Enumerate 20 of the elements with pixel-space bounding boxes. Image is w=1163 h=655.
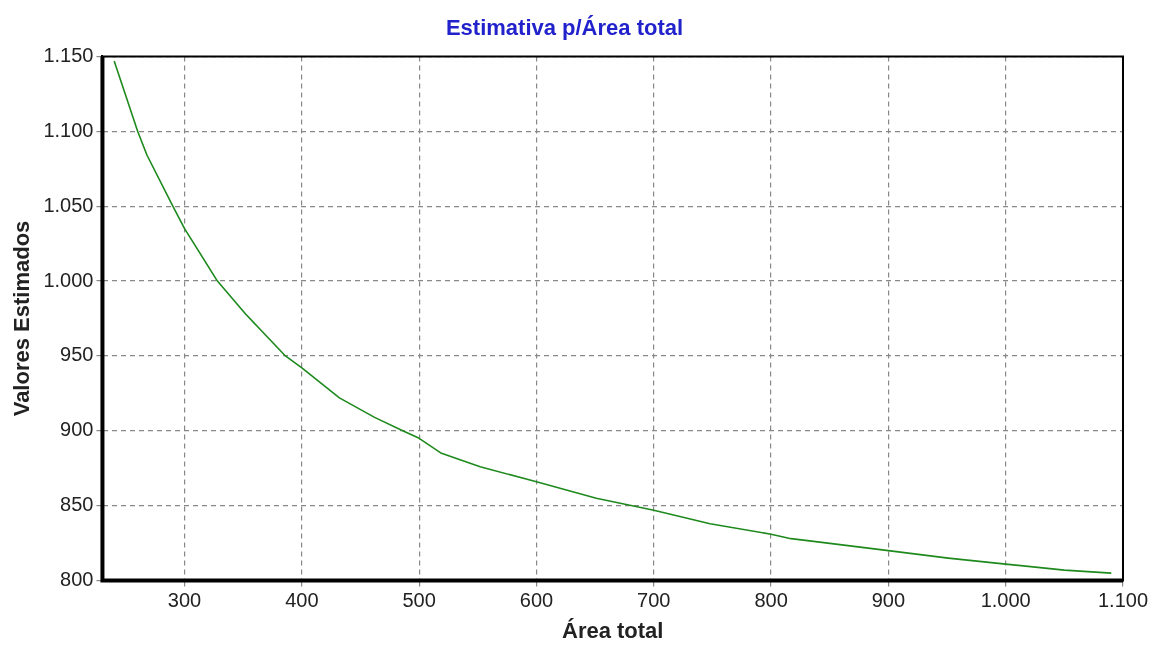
- x-tick-label: 600: [519, 589, 554, 612]
- y-tick-label: 1.000: [43, 268, 94, 291]
- y-axis-title: Valores Estimados: [9, 220, 35, 417]
- x-tick-label: 900: [871, 589, 906, 612]
- x-tick-label: 400: [285, 589, 319, 612]
- x-tick-label: 700: [637, 589, 671, 612]
- x-tick-label: 800: [754, 589, 788, 612]
- y-tick-label: 1.050: [43, 193, 94, 216]
- x-axis-title: Área total: [561, 617, 664, 643]
- y-tick-label: 950: [60, 343, 94, 366]
- x-tick-label: 1.100: [1097, 589, 1149, 612]
- chart-title: Estimativa p/Área total: [445, 15, 684, 41]
- y-tick-label: 1.150: [43, 43, 94, 66]
- y-tick-label: 900: [60, 418, 94, 441]
- x-tick-label: 300: [167, 589, 202, 612]
- x-tick-label: 1.000: [980, 589, 1031, 612]
- y-tick-label: 1.100: [43, 118, 94, 141]
- x-tick-label: 500: [402, 589, 436, 612]
- y-tick-label: 850: [60, 493, 94, 516]
- y-tick-label: 800: [60, 568, 94, 591]
